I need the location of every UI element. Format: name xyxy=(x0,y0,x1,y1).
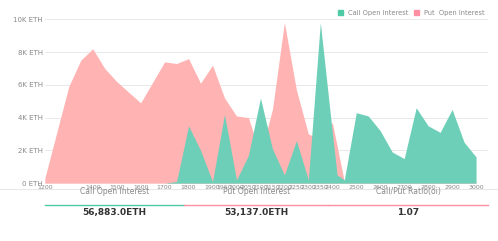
Text: 56,883.0ETH: 56,883.0ETH xyxy=(83,208,146,217)
Text: Call/Put Ratio(oi): Call/Put Ratio(oi) xyxy=(376,187,441,196)
Text: 53,137.0ETH: 53,137.0ETH xyxy=(224,208,289,217)
Legend: Call Open Interest, Put  Open Interest: Call Open Interest, Put Open Interest xyxy=(338,9,485,15)
Text: 1.07: 1.07 xyxy=(397,208,419,217)
Text: Call Open Interest: Call Open Interest xyxy=(80,187,149,196)
Text: Put Open Interest: Put Open Interest xyxy=(223,187,290,196)
